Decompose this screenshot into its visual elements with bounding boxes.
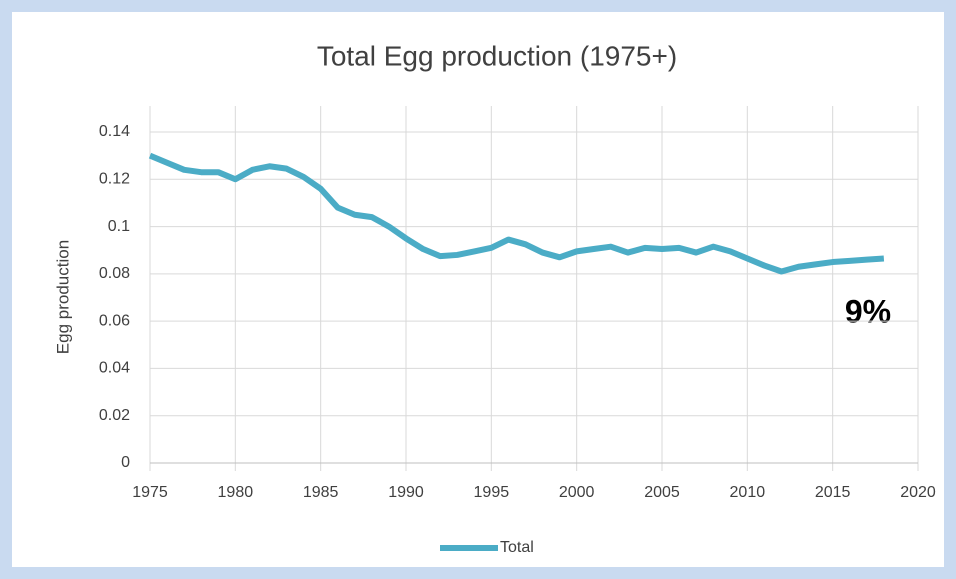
x-tick-label: 2020 — [900, 484, 936, 501]
y-axis-label: Egg production — [53, 240, 72, 354]
x-tick-label: 2015 — [815, 484, 851, 501]
x-tick-label: 1985 — [303, 484, 339, 501]
x-tick-label: 1995 — [474, 484, 510, 501]
x-tick-label: 1990 — [388, 484, 424, 501]
y-tick-label: 0.06 — [99, 312, 130, 329]
x-tick-label: 2010 — [730, 484, 766, 501]
x-tick-label: 2005 — [644, 484, 680, 501]
x-tick-label: 1975 — [132, 484, 168, 501]
legend-label: Total — [500, 539, 534, 556]
x-tick-label: 2000 — [559, 484, 595, 501]
y-tick-label: 0.14 — [99, 123, 130, 140]
chart-panel — [12, 12, 944, 567]
y-tick-label: 0.04 — [99, 360, 130, 377]
y-tick-label: 0 — [121, 454, 130, 471]
data-line — [148, 152, 885, 275]
x-tick-label: 1980 — [218, 484, 254, 501]
chart-title: Total Egg production (1975+) — [317, 40, 677, 71]
y-tick-label: 0.02 — [99, 407, 130, 424]
annotation: 9% — [845, 293, 891, 329]
y-tick-label: 0.1 — [108, 218, 130, 235]
y-tick-label: 0.08 — [99, 265, 130, 282]
y-tick-label: 0.12 — [99, 171, 130, 188]
